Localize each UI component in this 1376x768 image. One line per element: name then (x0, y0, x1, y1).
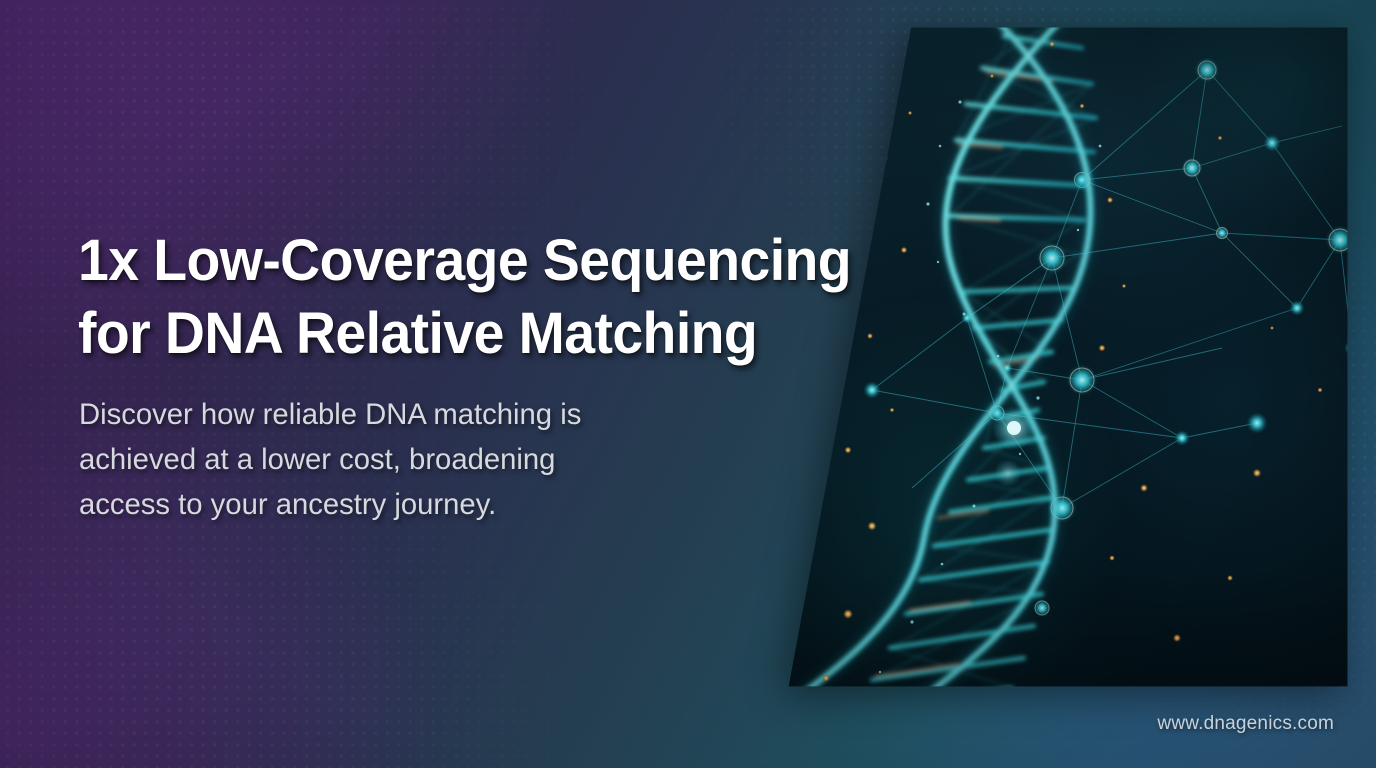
dna-strands (788, 27, 1107, 687)
page-subtitle: Discover how reliable DNA matching is ac… (79, 398, 582, 521)
network-graph-icon (863, 57, 1348, 617)
footer-website-url[interactable]: www.dnagenics.com (1157, 713, 1334, 734)
page-title: 1x Low-Coverage Sequencing for DNA Relat… (78, 228, 852, 367)
